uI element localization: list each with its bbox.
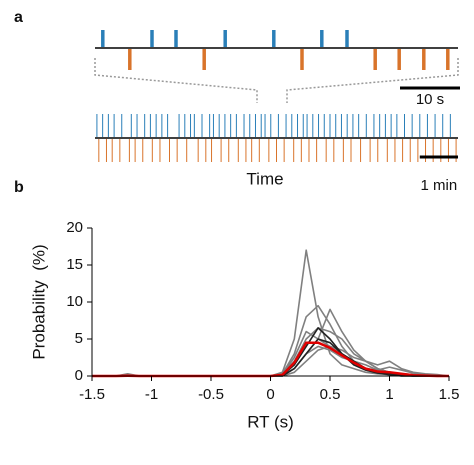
x-axis-label: Time — [246, 169, 283, 188]
x-tick-label: -0.5 — [198, 386, 224, 403]
y-tick-label: 10 — [66, 293, 83, 310]
zoom-guide — [94, 58, 459, 103]
distribution-line — [92, 341, 449, 378]
x-axis-label: RT (s) — [247, 412, 294, 431]
y-tick-label: 0 — [75, 367, 83, 384]
distribution-line — [92, 338, 449, 377]
x-tick-label: 1.5 — [439, 386, 460, 403]
distribution-line — [92, 249, 449, 377]
panel-label: b — [14, 179, 24, 196]
scale-bar-label: 10 s — [416, 91, 444, 108]
x-tick-label: -1.5 — [79, 386, 105, 403]
x-tick-label: 1 — [385, 386, 393, 403]
y-tick-label: 5 — [75, 330, 83, 347]
distribution-line — [92, 345, 450, 377]
scale-bar-label: 1 min — [421, 177, 458, 194]
x-tick-label: 0.5 — [320, 386, 341, 403]
x-tick-label: 0 — [266, 386, 274, 403]
x-tick-label: -1 — [145, 386, 158, 403]
distribution-line — [92, 308, 449, 377]
y-tick-label: 15 — [66, 256, 83, 273]
y-axis-label: Probability (%) — [29, 244, 48, 359]
y-tick-label: 20 — [66, 219, 83, 236]
panel-label: a — [14, 9, 23, 26]
distribution-line — [92, 345, 450, 377]
